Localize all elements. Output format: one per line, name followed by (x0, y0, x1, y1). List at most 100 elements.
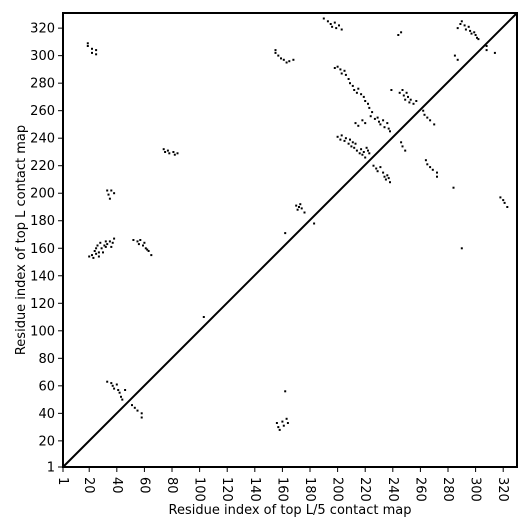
contact-point (409, 98, 412, 101)
contact-point (110, 382, 113, 385)
contact-point (456, 58, 459, 61)
contact-point (282, 424, 285, 427)
contact-point (387, 177, 390, 180)
contact-point (460, 20, 463, 23)
contact-point (402, 94, 405, 97)
contact-point (288, 60, 291, 63)
contact-point (95, 252, 98, 255)
contact-point (331, 25, 334, 28)
contact-point (281, 420, 284, 423)
contact-point (115, 383, 118, 386)
contact-point (460, 247, 463, 250)
contact-point (405, 91, 408, 94)
diagonal-line (62, 12, 518, 468)
x-tick-label: 220 (357, 477, 372, 502)
contact-point (376, 116, 379, 119)
contact-point (477, 38, 480, 41)
contact-point (280, 57, 282, 60)
contact-point (131, 404, 133, 407)
contact-point (459, 23, 462, 25)
contact-point (110, 245, 113, 248)
contact-point (106, 380, 109, 383)
contact-points (86, 17, 509, 431)
contact-point (121, 398, 124, 401)
contact-point (132, 239, 135, 241)
contact-point (429, 166, 432, 169)
contact-point (367, 102, 369, 105)
contact-point (173, 153, 176, 156)
contact-point (118, 391, 121, 394)
contact-point (339, 138, 342, 141)
contact-point (102, 251, 104, 254)
contact-point (124, 389, 127, 391)
contact-point (506, 206, 509, 208)
contact-point (97, 255, 100, 258)
contact-point (426, 163, 429, 166)
contact-point (397, 34, 400, 36)
x-tick-label: 100 (192, 477, 207, 502)
x-tick-label: 160 (274, 477, 289, 502)
contact-point (353, 89, 356, 91)
y-tick-label: 60 (38, 379, 55, 394)
contact-point (99, 241, 102, 244)
y-tick-label: 280 (30, 77, 55, 92)
y-tick-label: 320 (30, 22, 55, 37)
contact-point (176, 152, 179, 155)
contact-point (503, 201, 506, 204)
contact-point (277, 54, 280, 57)
contact-point (333, 21, 336, 24)
y-tick-label: 300 (30, 49, 55, 64)
contact-point (144, 247, 147, 250)
contact-point (343, 139, 346, 142)
x-tick-label: 320 (495, 477, 510, 502)
contact-point (384, 178, 387, 181)
contact-point (113, 387, 116, 390)
contact-point (400, 31, 403, 34)
contact-point (347, 78, 350, 80)
contact-point (340, 134, 343, 137)
contact-point (343, 69, 346, 72)
contact-point (347, 142, 350, 145)
contact-point (91, 51, 93, 54)
contact-point (284, 232, 287, 235)
y-tick-label: 40 (38, 407, 55, 422)
contact-point (93, 250, 96, 252)
contact-point (326, 20, 329, 23)
contact-point (398, 91, 401, 94)
contact-point (386, 122, 389, 125)
contact-point (436, 171, 438, 174)
contact-point (376, 170, 379, 173)
contact-point (111, 384, 114, 387)
contact-point (473, 31, 476, 34)
contact-point (284, 390, 287, 393)
contact-point (355, 149, 358, 152)
x-tick-label: 120 (219, 477, 234, 502)
contact-point (351, 141, 354, 144)
x-axis-label: Residue index of top L/5 contact map (169, 503, 412, 518)
y-tick-label: 260 (30, 104, 55, 119)
contact-point (329, 23, 332, 25)
contact-point (362, 151, 365, 153)
contact-point (91, 254, 93, 257)
x-tick-label: 240 (385, 477, 400, 502)
contact-point (423, 113, 426, 116)
contact-point (92, 256, 95, 259)
y-tick-label: 160 (30, 242, 55, 257)
contact-point (364, 100, 367, 102)
contact-point (95, 49, 98, 52)
contact-point (415, 100, 418, 102)
contact-point (146, 248, 149, 251)
y-tick-label: 20 (38, 434, 55, 449)
contact-point (344, 73, 347, 76)
contact-point (371, 111, 374, 114)
contact-point (389, 130, 391, 133)
contact-point (474, 34, 477, 36)
contact-point (117, 389, 120, 391)
contact-point (336, 135, 339, 138)
contact-point (106, 243, 109, 246)
contact-point (357, 87, 360, 90)
contact-point (335, 27, 338, 30)
x-tick-label: 40 (109, 477, 124, 494)
x-tick-label: 140 (247, 477, 262, 502)
